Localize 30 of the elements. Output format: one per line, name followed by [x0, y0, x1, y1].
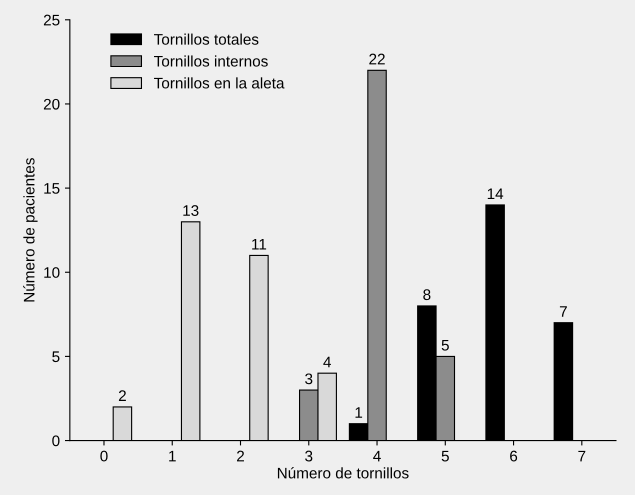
x-tick-label: 1	[169, 450, 176, 462]
data-label: 14	[488, 188, 504, 199]
y-tick-label: 15	[44, 183, 60, 194]
x-tick-label: 3	[305, 450, 312, 462]
data-label: 1	[356, 407, 362, 418]
data-label: 22	[369, 54, 385, 64]
legend-label: Tornillos totales	[154, 34, 258, 45]
data-label: 3	[305, 373, 312, 384]
y-tick-label: 25	[44, 14, 60, 26]
data-label: 7	[560, 306, 567, 317]
y-tick-label: 10	[44, 267, 60, 278]
x-tick-label: 7	[578, 450, 586, 462]
x-tick-label: 0	[100, 450, 108, 462]
data-label: 8	[423, 289, 430, 300]
data-label: 2	[118, 390, 126, 401]
y-tick-label: 0	[52, 435, 60, 446]
data-label: 13	[183, 205, 198, 216]
data-label: 4	[323, 356, 331, 368]
legend-label: Tornillos en la aleta	[154, 77, 284, 89]
x-axis-title: Número de tornillos	[278, 467, 409, 479]
y-axis-title: Número de pacientes	[23, 158, 38, 302]
x-tick-label: 4	[373, 450, 381, 462]
y-tick-label: 5	[52, 351, 60, 362]
x-tick-label: 2	[237, 450, 244, 462]
x-tick-label: 5	[442, 450, 449, 462]
legend-label: Tornillos internos	[154, 55, 268, 67]
data-label: 5	[442, 340, 449, 351]
data-label: 11	[252, 238, 266, 250]
y-tick-label: 20	[44, 98, 60, 110]
x-tick-label: 6	[510, 450, 518, 462]
